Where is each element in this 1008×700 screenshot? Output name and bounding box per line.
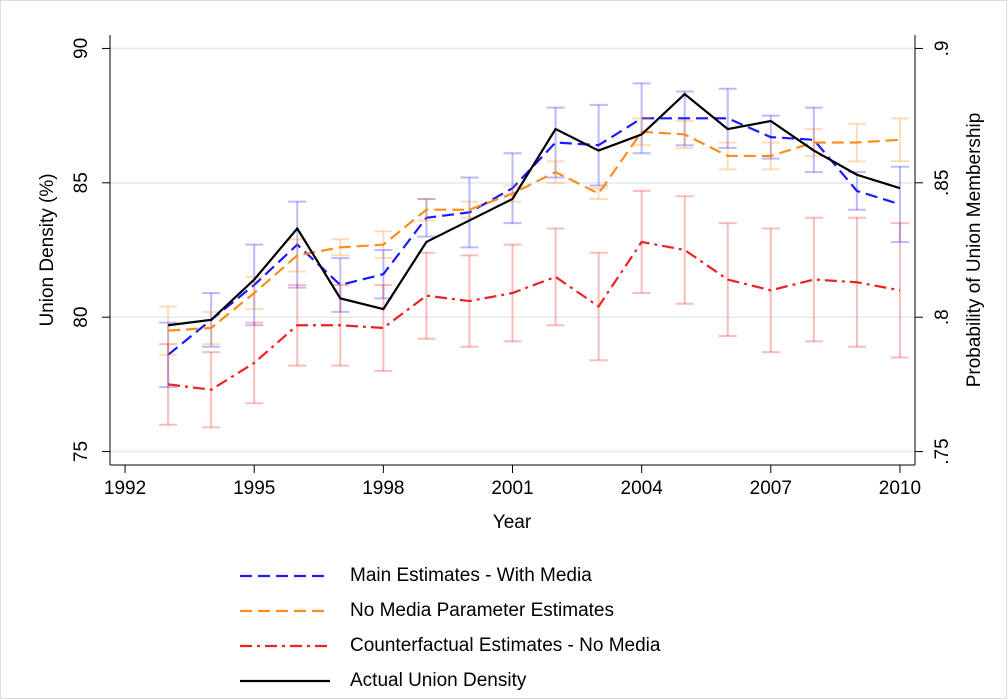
y-tick-label: 85: [71, 172, 92, 193]
legend-label: Counterfactual Estimates - No Media: [350, 635, 661, 656]
legend-label: No Media Parameter Estimates: [350, 600, 614, 621]
x-tick-label: 1998: [362, 478, 404, 499]
y2-tick-label: .8: [932, 309, 953, 325]
y2-tick-label: .9: [932, 41, 953, 57]
legend-label: Main Estimates - With Media: [350, 565, 592, 586]
x-tick-label: 2001: [491, 478, 533, 499]
y-tick-label: 80: [71, 307, 92, 328]
y2-tick-label: .85: [932, 170, 953, 196]
x-tick-label: 2010: [879, 478, 921, 499]
y-tick-label: 90: [71, 38, 92, 59]
legend-label: Actual Union Density: [350, 670, 527, 691]
y-axis-title: Union Density (%): [37, 173, 58, 326]
x-tick-label: 1995: [233, 478, 275, 499]
series-line: [167, 240, 901, 391]
x-tick-label: 2004: [621, 478, 664, 499]
x-tick-label: 2007: [750, 478, 792, 499]
series-line: [168, 130, 901, 332]
series-line: [167, 92, 901, 327]
x-tick-label: 1992: [104, 478, 146, 499]
y2-axis-title: Probability of Union Membership: [964, 113, 985, 388]
x-axis-title: Year: [493, 512, 532, 533]
y2-tick-label: .75: [932, 438, 953, 464]
y-tick-label: 75: [71, 441, 92, 462]
